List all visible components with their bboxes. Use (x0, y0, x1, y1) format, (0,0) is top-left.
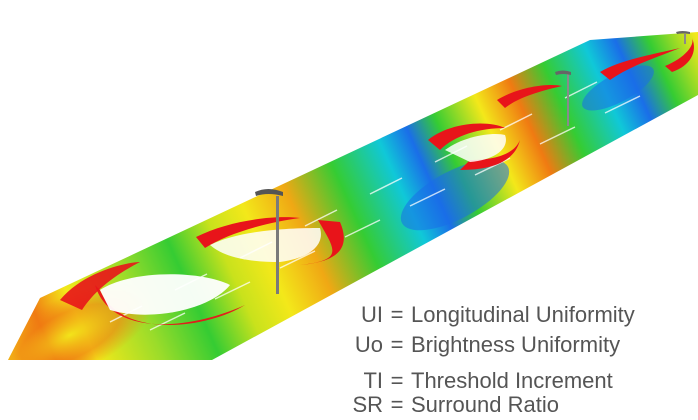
abbreviation-legend: UI = Longitudinal Uniformity Uo = Bright… (345, 300, 698, 420)
legend-abbr: UI (361, 302, 383, 327)
low-illuminance-zone (400, 159, 510, 231)
low-illuminance-zone-far (582, 65, 654, 111)
legend-equals: = (390, 302, 404, 327)
legend-meaning: Surround Ratio (411, 392, 559, 417)
legend-meaning: Longitudinal Uniformity (411, 302, 635, 327)
street-light-pole-near (255, 189, 283, 294)
legend-row-ul: UI = Longitudinal Uniformity (345, 300, 698, 330)
legend-meaning: Brightness Uniformity (411, 332, 621, 357)
street-light-pole-far (676, 31, 690, 44)
legend-row-uo: Uo = Brightness Uniformity (345, 330, 698, 360)
legend-abbr: Uo (354, 332, 383, 357)
legend-abbr: TI (363, 368, 383, 393)
overexposed-zones (100, 133, 506, 315)
legend-equals: = (390, 368, 404, 393)
legend-abbr: SR (352, 392, 383, 417)
legend-row-sr: SR = Surround Ratio (345, 390, 698, 420)
legend-row-ti: TI = Threshold Increment (345, 366, 698, 396)
legend-meaning: Threshold Increment (411, 368, 613, 393)
legend-equals: = (390, 332, 404, 357)
legend-equals: = (390, 392, 404, 417)
lamp-glow-arcs (60, 38, 694, 325)
street-light-pole-mid (555, 70, 571, 126)
